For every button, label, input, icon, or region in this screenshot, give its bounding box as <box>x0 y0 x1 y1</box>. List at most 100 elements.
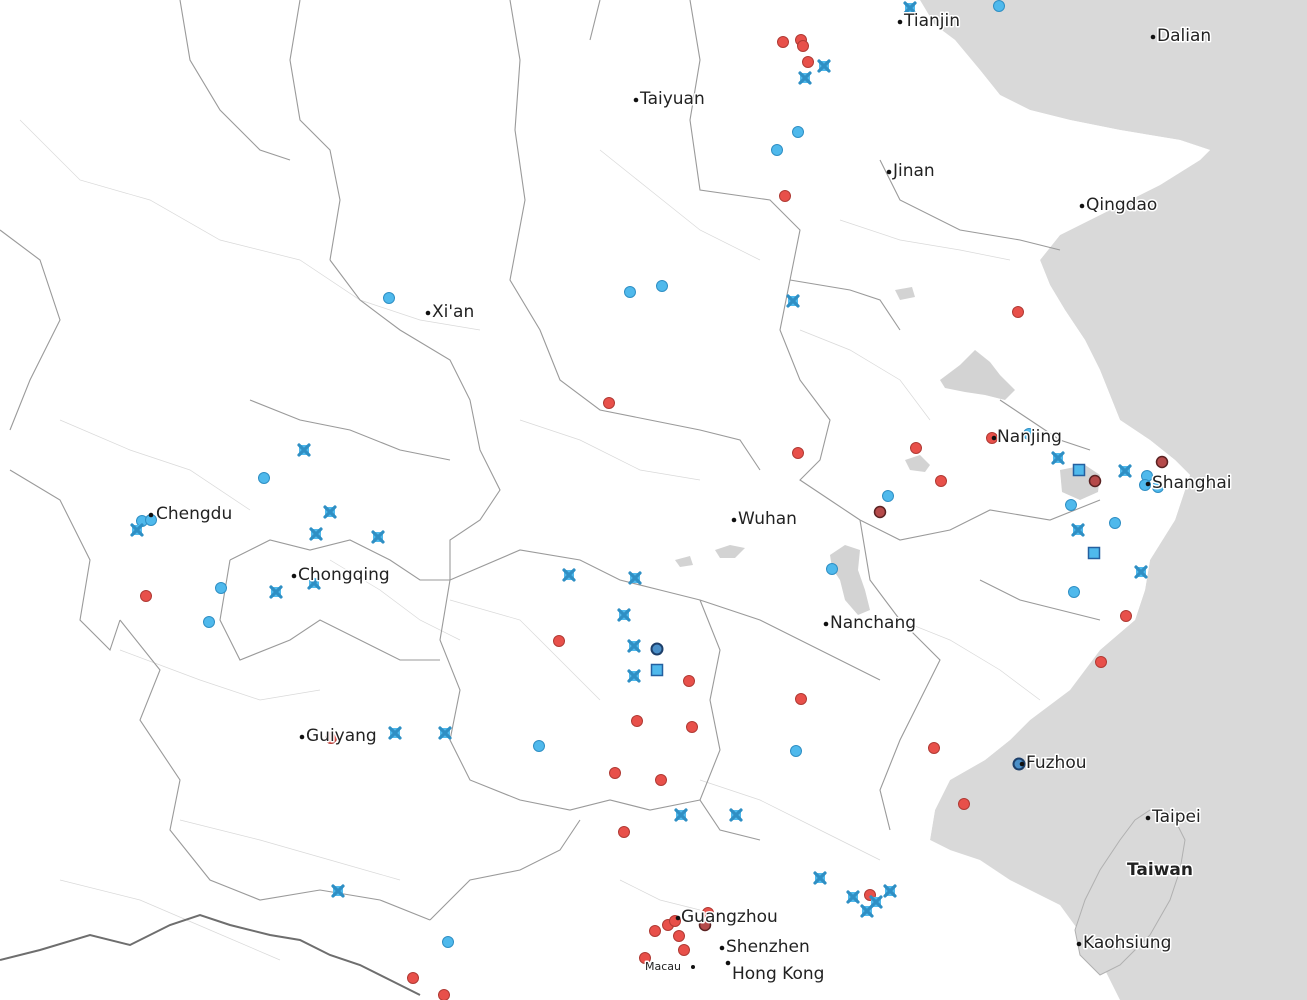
blue-cross-marker <box>1071 523 1085 537</box>
city-label-qingdao: Qingdao <box>1086 195 1157 215</box>
red-circle-marker <box>792 447 804 459</box>
city-chongqing: Chongqing <box>291 564 391 587</box>
city-label-kaohsiung: Kaohsiung <box>1083 933 1171 953</box>
city-dalian: Dalian <box>1150 25 1213 48</box>
cross-marker-stroke <box>627 639 641 653</box>
city-label-dalian: Dalian <box>1157 26 1211 46</box>
cross-marker-stroke <box>883 884 897 898</box>
cross-marker-stroke <box>729 808 743 822</box>
red-circle-marker <box>631 715 643 727</box>
blue-cross-marker <box>813 871 827 885</box>
red-circle-marker <box>140 590 152 602</box>
city-label-xian: Xi'an <box>432 302 474 322</box>
cross-marker-stroke <box>307 576 321 590</box>
city-guangzhou: Guangzhou <box>675 906 779 929</box>
blue-circle-marker <box>1152 481 1164 493</box>
blue-circle-marker <box>258 472 270 484</box>
blue-cross-marker <box>883 884 897 898</box>
blue-cross-marker <box>628 571 642 585</box>
blue-cross-marker <box>388 726 402 740</box>
cross-marker-stroke <box>388 726 402 740</box>
red-circle-marker <box>609 767 621 779</box>
region-taiwan: Taiwan <box>1126 859 1195 882</box>
city-guiyang: Guiyang <box>299 725 378 748</box>
cross-marker-stroke <box>628 571 642 585</box>
red-circle-marker <box>777 36 789 48</box>
red-circle-marker <box>407 972 419 984</box>
blue-cross-marker <box>817 59 831 73</box>
red-circle-marker <box>618 826 630 838</box>
lakes <box>675 287 1100 615</box>
city-label-macau: Macau <box>645 960 681 973</box>
blue-cross-marker <box>1134 565 1148 579</box>
red-circle-marker <box>779 190 791 202</box>
red-circle-marker <box>702 907 714 919</box>
cross-marker-stroke <box>1134 565 1148 579</box>
city-fuzhou: Fuzhou <box>1019 752 1088 775</box>
mainland-land <box>0 0 1210 1000</box>
red-circle-marker <box>603 397 615 409</box>
city-label-guiyang: Guiyang <box>306 726 377 746</box>
blue-circle-marker <box>533 740 545 752</box>
blue-circle-marker <box>792 126 804 138</box>
taiwan-island <box>1074 809 1186 976</box>
city-xian: Xi'an <box>425 301 476 324</box>
red-circle-marker <box>639 952 651 964</box>
city-hongkong: Hong Kong <box>725 960 826 986</box>
blue-circle-marker <box>215 582 227 594</box>
city-chengdu: Chengdu <box>148 503 234 526</box>
blue-circle-marker <box>882 490 894 502</box>
city-label-hongkong: Hong Kong <box>732 964 824 984</box>
cross-marker-stroke <box>331 884 345 898</box>
blue-cross-marker <box>729 808 743 822</box>
city-taipei: Taipei <box>1145 806 1202 829</box>
city-label-chongqing: Chongqing <box>298 565 390 585</box>
blue-cross-marker <box>627 669 641 683</box>
red-circle-marker <box>698 918 712 932</box>
cross-marker-stroke <box>323 505 337 519</box>
red-circle-marker <box>686 721 698 733</box>
cross-marker-stroke <box>627 669 641 683</box>
city-shenzhen: Shenzhen <box>719 936 811 959</box>
blue-circle-marker <box>1023 428 1035 440</box>
city-nanchang: Nanchang <box>823 612 918 635</box>
red-circle-marker <box>910 442 922 454</box>
blue-square-marker <box>650 663 664 677</box>
cross-marker-stroke <box>130 523 144 537</box>
cross-marker-stroke <box>1071 523 1085 537</box>
blue-cross-marker <box>562 568 576 582</box>
blue-circle-marker <box>650 642 664 656</box>
blue-cross-marker <box>438 726 452 740</box>
city-label-nanchang: Nanchang <box>830 613 916 633</box>
blue-cross-marker <box>309 527 323 541</box>
blue-circle-marker <box>203 616 215 628</box>
blue-cross-marker <box>297 443 311 457</box>
blue-circle-marker <box>993 0 1005 12</box>
blue-circle-marker <box>790 745 802 757</box>
blue-circle-marker <box>771 144 783 156</box>
blue-cross-marker <box>846 890 860 904</box>
red-circle-marker <box>935 475 947 487</box>
city-wuhan: Wuhan <box>731 508 798 531</box>
blue-square-marker <box>1087 546 1101 560</box>
red-circle-marker <box>438 989 450 1000</box>
blue-cross-marker <box>1118 464 1132 478</box>
city-tianjin: Tianjin <box>897 10 962 33</box>
red-circle-marker <box>802 56 814 68</box>
cross-marker-stroke <box>297 443 311 457</box>
red-circle-marker <box>673 930 685 942</box>
cross-marker-stroke <box>846 890 860 904</box>
red-circle-marker <box>795 693 807 705</box>
cross-marker-stroke <box>438 726 452 740</box>
cross-marker-stroke <box>903 1 917 15</box>
blue-cross-marker <box>371 530 385 544</box>
cross-marker-stroke <box>1118 464 1132 478</box>
city-qingdao: Qingdao <box>1079 194 1159 217</box>
prefecture-borders <box>19 119 1041 961</box>
city-label-chengdu: Chengdu <box>156 504 232 524</box>
red-circle-marker <box>678 944 690 956</box>
red-circle-marker <box>928 742 940 754</box>
blue-circle-marker <box>1065 499 1077 511</box>
city-jinan: Jinan <box>886 160 936 183</box>
